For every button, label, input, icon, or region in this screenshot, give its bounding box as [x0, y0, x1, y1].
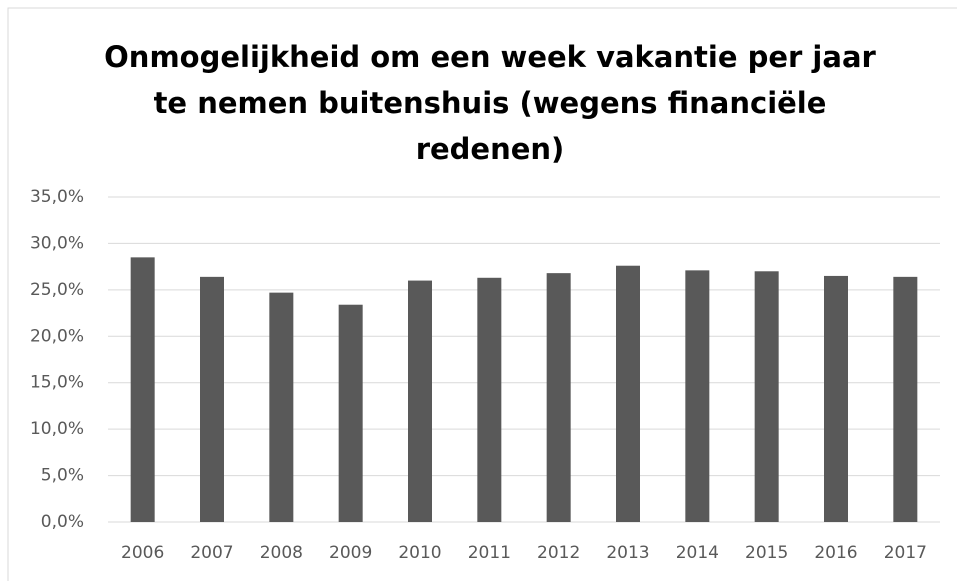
bar: [477, 277, 502, 522]
x-tick-label: 2011: [468, 543, 511, 563]
y-tick-label: 0,0%: [41, 512, 84, 532]
x-tick-label: 2012: [537, 543, 580, 563]
bar: [130, 257, 155, 522]
x-tick-label: 2010: [398, 543, 441, 563]
x-tick-label: 2014: [676, 543, 719, 563]
bar: [893, 276, 918, 522]
x-tick-label: 2013: [606, 543, 649, 563]
y-tick-label: 5,0%: [41, 466, 84, 486]
bar: [824, 275, 848, 522]
bar: [338, 304, 363, 522]
bar: [269, 292, 294, 522]
bar: [616, 265, 640, 522]
y-tick-label: 30,0%: [30, 233, 84, 253]
y-tick-label: 10,0%: [30, 419, 84, 439]
y-tick-label: 25,0%: [30, 280, 84, 300]
x-tick-label: 2016: [814, 543, 857, 563]
chart-border: [7, 7, 957, 581]
x-tick-label: 2009: [329, 543, 372, 563]
y-tick-label: 15,0%: [30, 373, 84, 393]
x-tick-label: 2007: [190, 543, 233, 563]
x-tick-label: 2006: [121, 543, 164, 563]
x-tick-label: 2017: [884, 543, 927, 563]
chart-title: Onmogelijkheid om een week vakantie per …: [104, 40, 876, 166]
y-tick-label: 20,0%: [30, 326, 84, 346]
x-tick-label: 2008: [260, 543, 303, 563]
bar: [546, 273, 571, 522]
x-tick-label: 2015: [745, 543, 788, 563]
y-tick-label: 35,0%: [30, 187, 84, 207]
bar: [754, 271, 779, 522]
bar: [685, 270, 710, 522]
bar: [408, 280, 432, 522]
bar: [200, 276, 224, 522]
